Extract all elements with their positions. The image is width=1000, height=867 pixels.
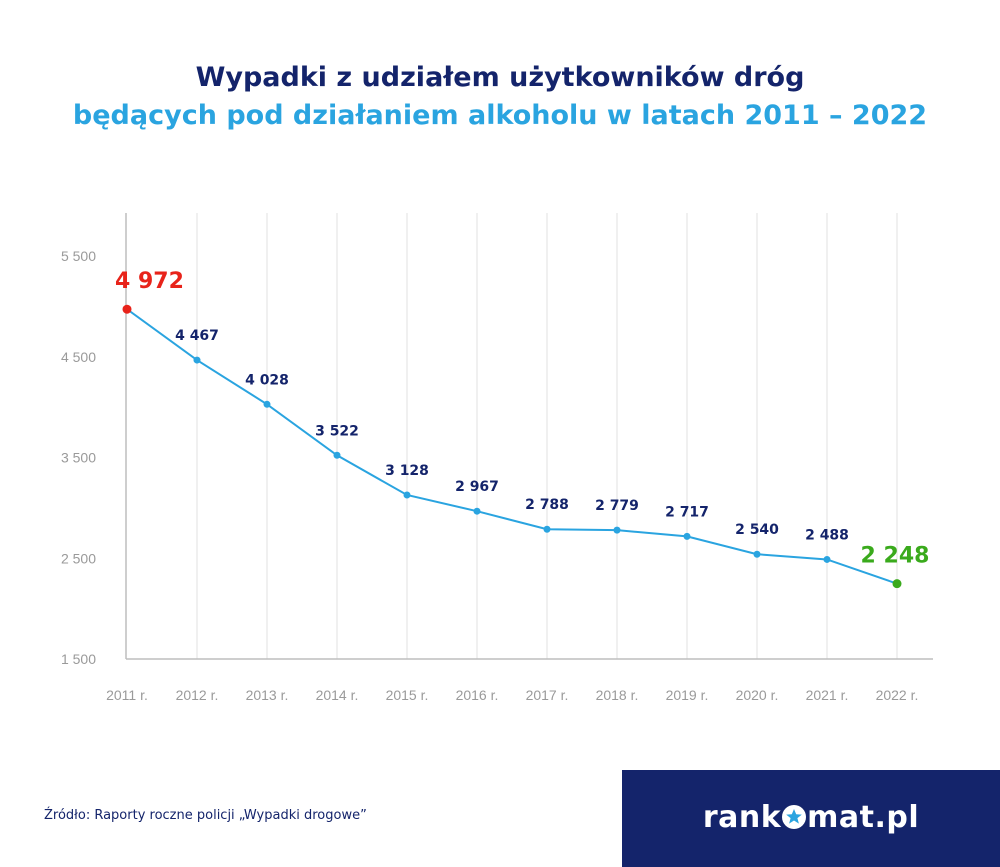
data-point [122,304,132,314]
line-chart: 1 500 2 500 3 500 4 500 5 500 2011 r. 2012 r. 2… [61,213,933,703]
x-tick-label: 2017 r. [526,687,569,703]
data-label: 4 028 [245,372,289,388]
data-label: 2 967 [455,479,499,495]
chart-subtitle: będących pod działaniem alkoholu w latac… [72,100,928,131]
brand-banner: rank mat.pl [622,770,1000,867]
y-tick-label: 5 500 [61,248,96,264]
brand-prefix: rank [702,800,782,835]
source-note: Źródło: Raporty roczne policji „Wypadki … [44,808,367,823]
x-tick-label: 2015 r. [386,687,429,703]
data-point [683,532,691,540]
data-label: 2 779 [595,498,639,514]
data-label: 3 128 [385,463,429,479]
brand-logo: rank mat.pl [622,800,1000,835]
x-tick-label: 2018 r. [596,687,639,703]
data-label: 4 467 [175,328,219,344]
series-line [126,308,898,585]
x-tick-label: 2011 r. [106,687,148,703]
x-tick-label: 2021 r. [806,687,849,703]
y-tick-label: 3 500 [61,450,96,466]
data-point [823,555,831,563]
x-tick-label: 2014 r. [316,687,359,703]
star-icon [782,805,807,829]
x-tick-label: 2019 r. [666,687,709,703]
x-tick-label: 2022 r. [876,687,919,703]
x-tick-label: 2012 r. [176,687,219,703]
data-point [263,400,271,408]
data-point [473,507,481,515]
data-label: 2 717 [665,504,709,520]
data-point [613,526,621,534]
y-tick-label: 1 500 [61,651,96,667]
data-label-min: 2 248 [861,544,930,569]
data-label-max: 4 972 [115,269,184,294]
data-point [403,491,411,499]
data-point [333,451,341,459]
data-point [753,550,761,558]
data-label: 2 540 [735,522,779,538]
chart-title: Wypadki z udziałem użytkowników dróg [195,62,805,93]
data-point [543,525,551,533]
x-tick-label: 2016 r. [456,687,499,703]
brand-suffix: mat.pl [807,800,920,835]
data-label: 2 488 [805,527,849,543]
data-point [892,579,902,589]
data-label: 3 522 [315,423,359,439]
y-tick-label: 4 500 [61,349,96,365]
y-tick-label: 2 500 [61,550,96,566]
data-point [193,356,201,364]
data-label: 2 788 [525,497,569,513]
x-tick-label: 2020 r. [736,687,779,703]
x-tick-label: 2013 r. [246,687,289,703]
